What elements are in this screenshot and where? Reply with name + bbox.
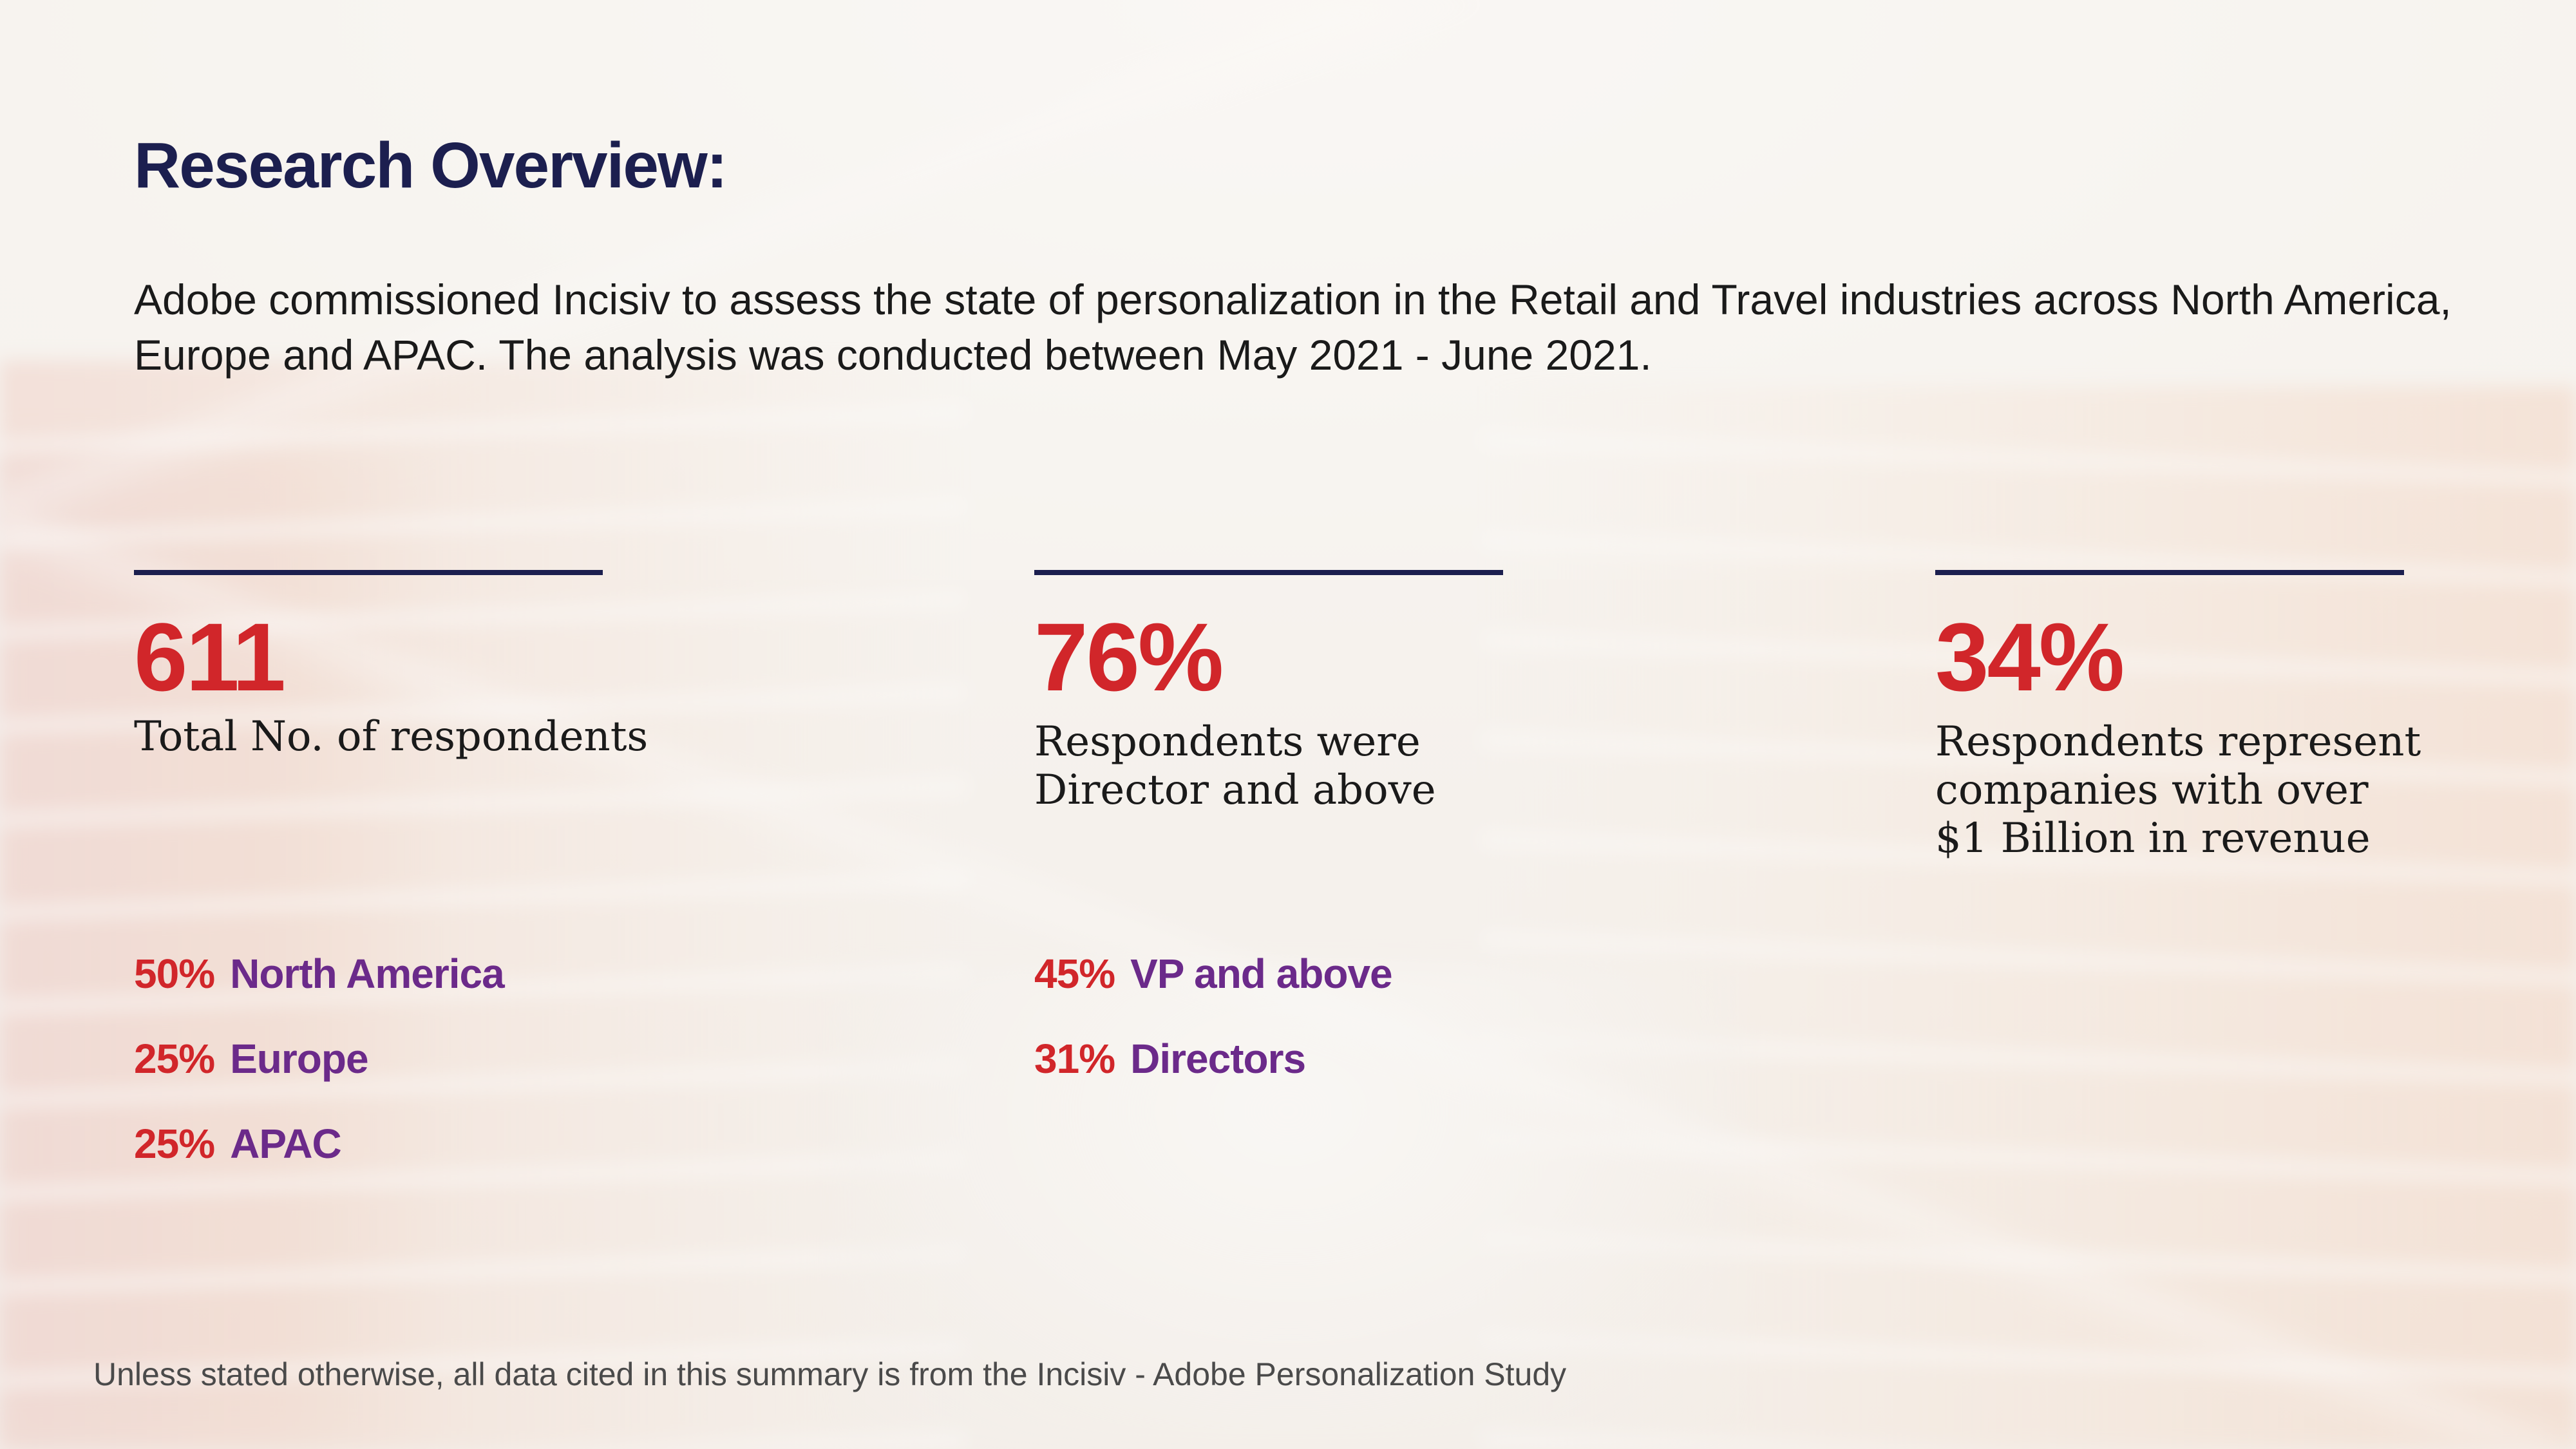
- stat-description: Total No. of respondents: [134, 713, 649, 761]
- page-title: Research Overview:: [134, 129, 728, 202]
- stat-description-line: $1 Billion in revenue: [1935, 815, 2371, 862]
- breakdown-percent: 50%: [134, 951, 215, 997]
- stat-description: Respondents were Director and above: [1034, 718, 1549, 815]
- breakdown-label: North America: [230, 951, 505, 997]
- breakdown-row: 25% Europe: [134, 1035, 504, 1120]
- stat-value: 76%: [1034, 603, 1224, 711]
- source-footnote: Unless stated otherwise, all data cited …: [93, 1356, 1567, 1392]
- divider-rule: [1935, 570, 2404, 575]
- breakdown-label: Europe: [230, 1036, 368, 1082]
- stat-value: 34%: [1935, 603, 2125, 711]
- stat-column-seniority: 76% Respondents were Director and above …: [1034, 570, 1549, 1082]
- breakdown-percent: 25%: [134, 1036, 215, 1082]
- breakdown-label: VP and above: [1130, 951, 1393, 997]
- breakdown-percent: 25%: [134, 1121, 215, 1167]
- divider-rule: [134, 570, 603, 575]
- breakdown-row: 50% North America: [134, 950, 505, 1035]
- breakdown-row: 25% APAC: [134, 1120, 504, 1205]
- breakdown-percent: 45%: [1034, 951, 1115, 997]
- stat-description-line: Respondents represent: [1935, 718, 2421, 766]
- seniority-breakdown: 45% VP and above 31% Directors: [1034, 950, 1393, 1120]
- stat-description-line: Respondents were: [1034, 718, 1421, 766]
- stat-column-respondents: 611 Total No. of respondents 50% North Am…: [134, 570, 649, 1167]
- region-breakdown: 50% North America 25% Europe 25% APAC: [134, 950, 505, 1205]
- stat-description: Respondents represent companies with ove…: [1935, 718, 2450, 863]
- breakdown-label: APAC: [230, 1121, 342, 1167]
- stat-description-line: Director and above: [1034, 766, 1436, 814]
- stat-description-line: companies with over: [1935, 766, 2369, 814]
- breakdown-row: 31% Directors: [1034, 1035, 1392, 1120]
- breakdown-percent: 31%: [1034, 1036, 1115, 1082]
- stat-value: 611: [134, 603, 286, 711]
- intro-paragraph: Adobe commissioned Incisiv to assess the…: [134, 276, 2452, 379]
- breakdown-label: Directors: [1130, 1036, 1306, 1082]
- divider-rule: [1034, 570, 1503, 575]
- stat-column-revenue: 34% Respondents represent companies with…: [1935, 570, 2450, 863]
- breakdown-row: 45% VP and above: [1034, 950, 1393, 1035]
